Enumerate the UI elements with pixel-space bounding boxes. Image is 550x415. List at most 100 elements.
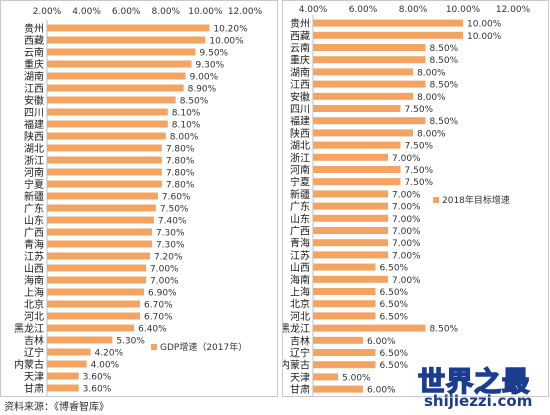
category-label: 北京 [24,298,44,311]
bar-value-label: 8.00% [417,68,446,78]
bar [47,180,162,188]
category-label: 广东 [290,200,310,213]
bar [47,132,166,140]
bar [47,276,146,284]
category-label: 上海 [290,286,310,299]
category-label: 辽宁 [290,347,310,360]
bar [47,372,79,380]
bar [313,68,413,76]
site-watermark: 世界之最 shijiezzi.com [417,360,548,412]
category-label: 海南 [290,273,310,286]
category-label: 福建 [24,118,44,131]
category-label: 天津 [24,371,44,383]
bar [313,129,413,137]
bar [313,349,376,356]
bar-value-label: 8.50% [430,81,459,91]
bar [313,336,363,344]
bar [313,361,376,369]
bar-value-label: 7.00% [392,239,421,249]
bar-value-label: 4.00% [91,361,120,371]
bar-value-label: 8.50% [430,117,459,127]
bar [313,373,338,381]
category-label: 河北 [290,311,310,323]
category-label: 江苏 [290,249,310,262]
bar-value-label: 7.00% [392,276,421,286]
bar [313,263,376,271]
bar-value-label: 7.50% [160,205,189,215]
bar-value-label: 8.50% [430,44,459,54]
category-label: 湖北 [24,143,44,155]
bar [313,178,401,186]
category-label: 宁夏 [24,178,44,191]
bar [313,385,363,393]
category-label: 甘肃 [24,382,44,395]
bar [313,227,388,234]
bar-value-label: 8.50% [430,56,459,66]
bar [313,166,401,173]
category-label: 吉林 [290,334,310,347]
category-label: 贵州 [290,17,310,30]
category-label: 西藏 [24,35,44,47]
bar [47,252,150,260]
category-label: 河南 [290,164,310,177]
bar-value-label: 7.80% [166,169,195,179]
bar-value-label: 7.00% [392,251,421,261]
bar [47,228,152,236]
category-label: 浙江 [24,155,44,167]
category-label: 海南 [24,274,44,287]
bar-value-label: 6.00% [367,337,396,347]
bar-value-label: 3.60% [83,373,112,383]
legend-label: GDP增速（2017年） [160,341,247,353]
bar-value-label: 7.50% [405,178,434,188]
category-label: 江西 [24,83,44,95]
bar-value-label: 7.80% [166,157,195,167]
bar-value-label: 10.00% [467,20,502,30]
bar-value-label: 7.60% [162,193,191,203]
bar [313,190,388,198]
bar-value-label: 8.50% [180,97,209,107]
bar-value-label: 7.20% [154,253,183,263]
category-label: 湖北 [290,140,310,152]
bar-value-label: 6.50% [380,312,409,322]
x-tick-label: 10.00% [446,5,481,15]
bar [313,324,426,332]
bar-value-label: 6.70% [144,301,173,311]
bar [47,144,162,152]
bar-value-label: 7.50% [405,142,434,152]
category-label: 青海 [290,237,310,250]
bar-value-label: 7.80% [166,181,195,191]
bar [47,324,135,332]
category-label: 湖南 [24,70,44,83]
bar [313,288,376,295]
bar [313,239,388,247]
bar [313,300,376,308]
bar [47,108,168,116]
bar-value-label: 6.50% [380,300,409,310]
bar [313,153,388,161]
bar-value-label: 7.00% [392,215,421,225]
bar [47,192,158,200]
bar [313,92,413,100]
category-label: 广西 [290,226,310,238]
bar-value-label: 8.10% [172,121,201,131]
category-label: 重庆 [24,58,44,71]
bar-value-label: 7.00% [150,277,179,287]
category-label: 黑龙江 [14,322,44,335]
bar-value-label: 7.00% [392,190,421,200]
category-label: 山东 [24,214,44,227]
bar [47,48,196,56]
legend-swatch [151,344,157,350]
target-growth-2018-svg: 4.00% 6.00% 8.00% 10.00% 12.00% 贵州 10.00% 西藏 10.… [283,5,531,396]
category-label: 河南 [24,166,44,179]
bar [47,168,162,176]
bar-value-label: 7.00% [392,227,421,237]
bar-value-label: 7.80% [166,145,195,155]
category-label: 吉林 [24,334,44,347]
category-label: 北京 [290,298,310,311]
bar-value-label: 7.00% [392,154,421,164]
category-label: 湖南 [290,66,310,79]
category-label: 黑龙江 [283,322,310,335]
category-label: 山西 [24,263,44,275]
bar-value-label: 7.30% [156,241,185,251]
bar [313,31,463,39]
